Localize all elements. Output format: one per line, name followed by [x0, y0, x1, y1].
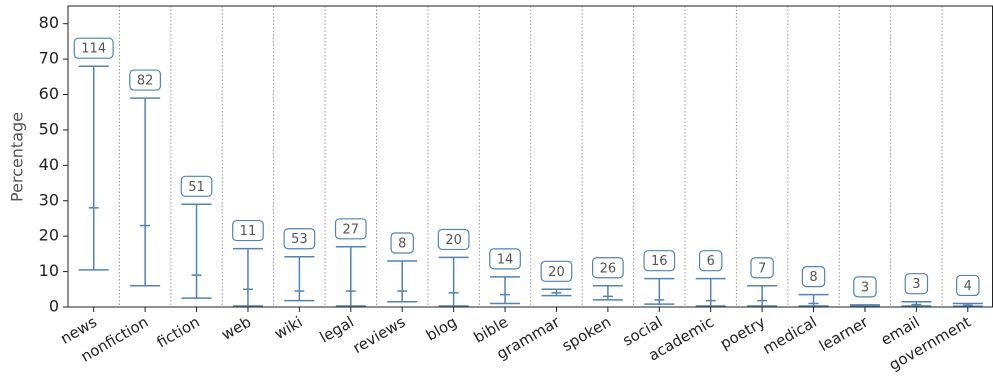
count-box — [801, 266, 826, 288]
x-tick-label: poetry — [717, 313, 768, 353]
x-tick-label: fiction — [154, 313, 203, 352]
count-label: 3 — [861, 280, 869, 295]
count-box — [643, 250, 676, 272]
count-box — [73, 37, 114, 59]
count-label: 8 — [398, 236, 406, 251]
count-label: 8 — [809, 270, 817, 285]
y-tick-label: 10 — [39, 261, 59, 280]
count-box — [956, 274, 980, 297]
y-tick-label: 70 — [39, 49, 59, 68]
count-label: 26 — [600, 261, 617, 276]
count-label: 7 — [758, 261, 766, 276]
count-label: 4 — [964, 279, 972, 294]
count-box — [750, 257, 774, 279]
count-label: 20 — [445, 233, 462, 248]
count-box — [390, 232, 414, 254]
x-tick-label: blog — [423, 313, 460, 345]
count-label: 82 — [137, 74, 154, 89]
y-axis-label: Percentage — [8, 112, 27, 202]
x-tick-label: wiki — [271, 313, 305, 343]
count-box — [232, 219, 264, 242]
count-box — [437, 228, 470, 251]
y-tick-label: 80 — [39, 13, 59, 32]
count-box — [540, 260, 573, 282]
y-tick-label: 60 — [39, 84, 59, 103]
count-box — [489, 248, 521, 270]
y-tick-label: 30 — [39, 190, 59, 209]
y-tick-label: 20 — [39, 226, 59, 245]
x-tick-label: learner — [816, 312, 872, 355]
y-tick-label: 50 — [39, 119, 59, 138]
y-tick-label: 40 — [39, 155, 59, 174]
count-box — [283, 228, 316, 250]
count-label: 16 — [651, 254, 668, 269]
count-box — [592, 257, 624, 279]
count-label: 51 — [188, 180, 205, 195]
x-tick-label: spoken — [559, 313, 614, 355]
count-box — [904, 273, 929, 295]
count-label: 3 — [912, 277, 920, 292]
count-label: 20 — [548, 265, 565, 280]
count-box — [129, 69, 161, 91]
count-label: 6 — [707, 254, 715, 269]
y-tick-label: 0 — [49, 297, 59, 316]
x-tick-label: web — [218, 313, 254, 344]
count-box — [698, 250, 723, 272]
count-label: 27 — [343, 222, 360, 237]
count-label: 11 — [240, 224, 257, 239]
count-box — [334, 218, 367, 240]
count-label: 114 — [81, 42, 106, 57]
count-box — [853, 276, 877, 298]
count-label: 14 — [497, 252, 514, 267]
x-tick-label: medical — [760, 313, 820, 358]
count-label: 53 — [291, 232, 308, 247]
x-tick-label: reviews — [350, 313, 409, 357]
count-box — [180, 175, 213, 197]
